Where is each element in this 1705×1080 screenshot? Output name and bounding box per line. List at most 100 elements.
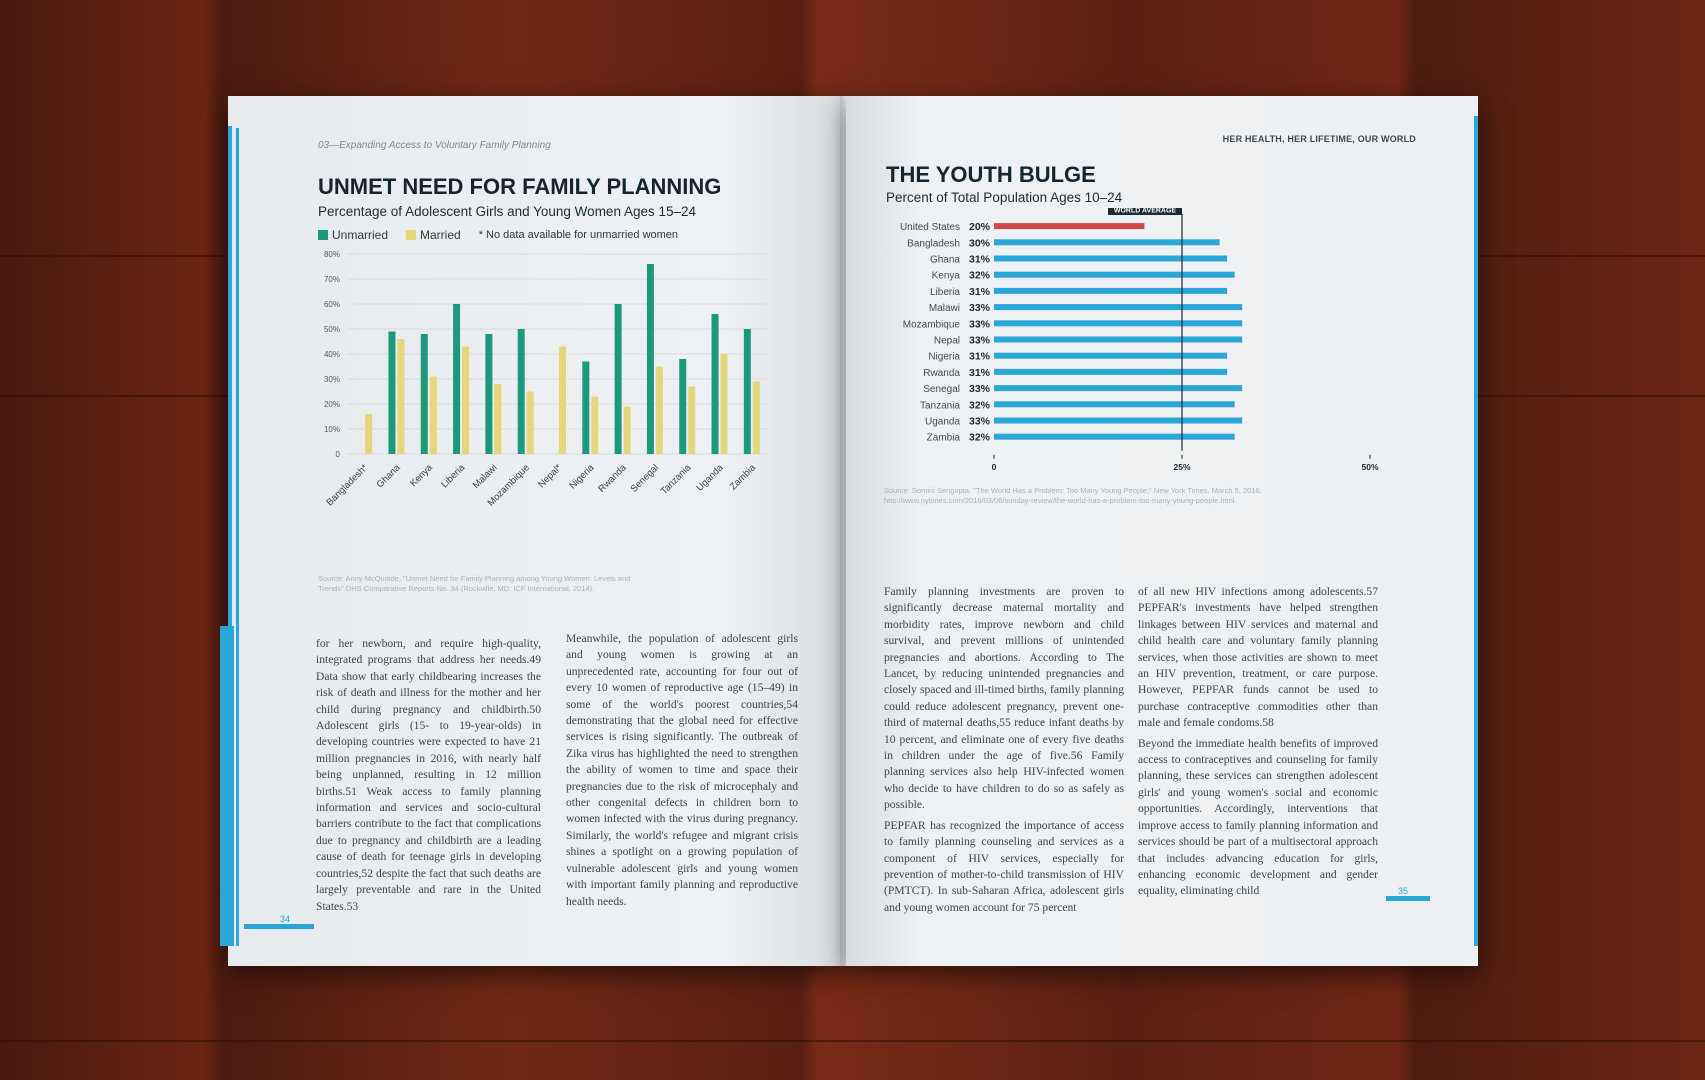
right-page: HER HEALTH, HER LIFETIME, OUR WORLD THE … [846, 96, 1478, 966]
bar-married [494, 384, 502, 454]
body-paragraph: of all new HIV infections among adolesce… [1138, 585, 1378, 730]
y-tick-label: 0 [336, 450, 341, 459]
x-tick-label: Rwanda [596, 462, 629, 495]
value-label: 32% [969, 270, 991, 282]
x-tick-label: Malawi [471, 462, 500, 491]
bar-married [623, 406, 631, 454]
world-average-label: WORLD AVERAGE [1114, 208, 1177, 215]
page-number-left: 34 [280, 914, 291, 924]
x-tick-label: Zambia [728, 462, 759, 493]
bar [994, 385, 1243, 392]
value-label: 32% [969, 432, 991, 444]
category-label: Tanzania [920, 400, 960, 411]
value-label: 31% [969, 367, 991, 379]
bar [994, 401, 1235, 408]
category-label: Kenya [932, 271, 961, 282]
y-tick-label: 40% [324, 350, 340, 359]
category-label: Bangladesh [907, 238, 960, 249]
bar [994, 368, 1228, 375]
legend-married: Married [406, 228, 461, 242]
x-tick-label: Tanzania [659, 462, 694, 497]
value-label: 30% [969, 237, 991, 249]
legend-unmarried: Unmarried [318, 228, 388, 242]
x-tick-label: Liberia [439, 462, 467, 490]
bar [994, 320, 1243, 327]
bar [994, 287, 1228, 294]
bar-married [655, 366, 663, 454]
x-tick-label: Bangladesh* [324, 462, 370, 508]
y-tick-label: 30% [324, 375, 340, 384]
bar [994, 336, 1243, 343]
world-average-tag [1108, 208, 1182, 215]
body-column-left-2: Meanwhile, the population of adolescent … [566, 631, 798, 914]
chart-subtitle-youth-bulge: Percent of Total Population Ages 10–24 [886, 190, 1123, 205]
y-tick-label: 80% [324, 250, 340, 259]
bar-unmarried [614, 304, 622, 454]
bar [994, 255, 1228, 262]
body-paragraph: Meanwhile, the population of adolescent … [566, 632, 798, 908]
chart-title-unmet-need: UNMET NEED FOR FAMILY PLANNING [318, 174, 722, 199]
bar-unmarried [711, 314, 719, 454]
page-edge-stripe [236, 128, 239, 946]
folio-bar [1386, 896, 1430, 901]
body-paragraph: Family planning investments are proven t… [884, 585, 1124, 812]
category-label: United States [900, 222, 960, 233]
bar [994, 223, 1145, 230]
bar-married [591, 396, 599, 454]
y-tick-label: 50% [324, 325, 340, 334]
value-label: 31% [969, 286, 991, 298]
folio-bar [244, 924, 314, 929]
value-label: 33% [969, 318, 991, 330]
bar-married [559, 346, 566, 454]
body-paragraph: PEPFAR has recognized the importance of … [884, 818, 1124, 914]
bar-unmarried [646, 264, 654, 454]
category-label: Senegal [923, 384, 960, 395]
bar-unmarried [517, 329, 525, 454]
bar [994, 271, 1235, 278]
chart-title-youth-bulge: THE YOUTH BULGE [886, 162, 1096, 187]
bar-married [429, 376, 437, 454]
bar-married [462, 346, 470, 454]
category-label: Zambia [927, 433, 961, 444]
category-label: Nigeria [928, 352, 960, 363]
x-tick-label: Senegal [629, 462, 661, 494]
page-edge-stripe [228, 126, 232, 946]
category-label: Mozambique [903, 319, 961, 330]
x-tick-label: 0 [992, 462, 997, 472]
y-tick-label: 10% [324, 425, 340, 434]
value-label: 33% [969, 416, 991, 428]
value-label: 31% [969, 351, 991, 363]
bar-unmarried [679, 359, 687, 454]
page-edge-stripe [1474, 116, 1478, 946]
value-label: 33% [969, 335, 991, 347]
y-tick-label: 70% [324, 275, 340, 284]
bar-unmarried [453, 304, 461, 454]
body-paragraph: for her newborn, and require high-qualit… [316, 637, 541, 913]
chart-legend: Unmarried Married * No data available fo… [318, 228, 678, 242]
bar [994, 352, 1228, 359]
value-label: 32% [969, 399, 991, 411]
bar-married [365, 414, 373, 454]
x-tick-label: Kenya [408, 462, 435, 489]
x-tick-label: Nepal* [536, 462, 564, 490]
chart-subtitle-unmet-need: Percentage of Adolescent Girls and Young… [318, 204, 697, 219]
category-label: Liberia [930, 287, 960, 298]
bar-unmarried [388, 331, 396, 454]
bar-unmarried [485, 334, 493, 454]
bar-unmarried [582, 361, 590, 454]
bar [994, 417, 1243, 424]
bar [994, 433, 1235, 440]
youth-bulge-bar-chart: United States 20% Bangladesh 30% Ghana 31% Ken… [900, 208, 1379, 472]
bar-unmarried [420, 334, 428, 454]
running-head-left: 03—Expanding Access to Voluntary Family … [318, 140, 551, 151]
body-column-left-1: for her newborn, and require high-qualit… [316, 636, 541, 919]
body-paragraph: Beyond the immediate health benefits of … [1138, 736, 1378, 898]
x-tick-label: 25% [1173, 462, 1190, 472]
body-column-right-2: of all new HIV infections among adolesce… [1138, 584, 1378, 904]
x-tick-label: 50% [1361, 462, 1378, 472]
floor-seam [0, 1040, 1705, 1042]
category-label: Ghana [930, 255, 960, 266]
bar-married [526, 391, 534, 454]
value-label: 33% [969, 383, 991, 395]
left-page: 03—Expanding Access to Voluntary Family … [220, 96, 846, 966]
